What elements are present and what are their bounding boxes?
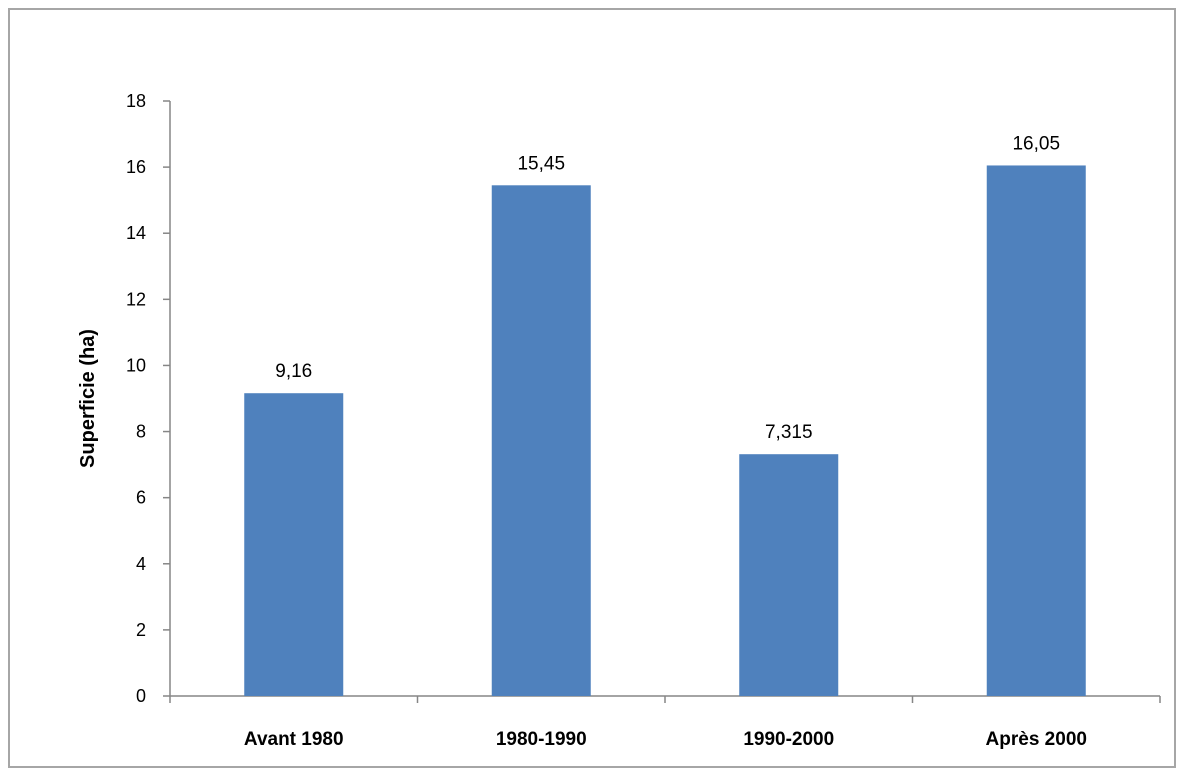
y-axis-ticks: 0 2 4 6 8 10 12 14 16 18: [126, 91, 170, 706]
y-tick-label: 14: [126, 223, 146, 243]
bar: [986, 165, 1086, 697]
bar-value-label: 16,05: [1012, 133, 1060, 154]
x-category-label: 1990-2000: [743, 729, 834, 750]
x-category-label: Avant 1980: [244, 729, 344, 750]
y-tick-label: 16: [126, 157, 146, 177]
y-tick-label: 8: [136, 422, 146, 442]
bar-value-label: 7,315: [765, 422, 813, 443]
bar: [491, 185, 591, 696]
x-category-label: 1980-1990: [496, 729, 587, 750]
y-tick-label: 10: [126, 355, 146, 375]
bars: [244, 165, 1086, 697]
x-category-label: Après 2000: [986, 729, 1087, 750]
y-tick-label: 2: [136, 620, 146, 640]
data-labels: 9,16 15,45 7,315 16,05: [275, 133, 1060, 443]
y-tick-label: 6: [136, 488, 146, 508]
y-tick-label: 4: [136, 554, 146, 574]
y-axis-title: Superficie (ha): [77, 329, 99, 468]
y-tick-label: 0: [136, 686, 146, 706]
bar-value-label: 15,45: [517, 153, 565, 174]
y-tick-label: 18: [126, 91, 146, 111]
bar: [739, 454, 839, 696]
y-tick-label: 12: [126, 289, 146, 309]
x-axis-ticks: Avant 1980 1980-1990 1990-2000 Après 2000: [169, 696, 1161, 750]
bar: [244, 393, 344, 696]
bar-value-label: 9,16: [275, 361, 312, 382]
chart-frame: [8, 8, 1176, 768]
